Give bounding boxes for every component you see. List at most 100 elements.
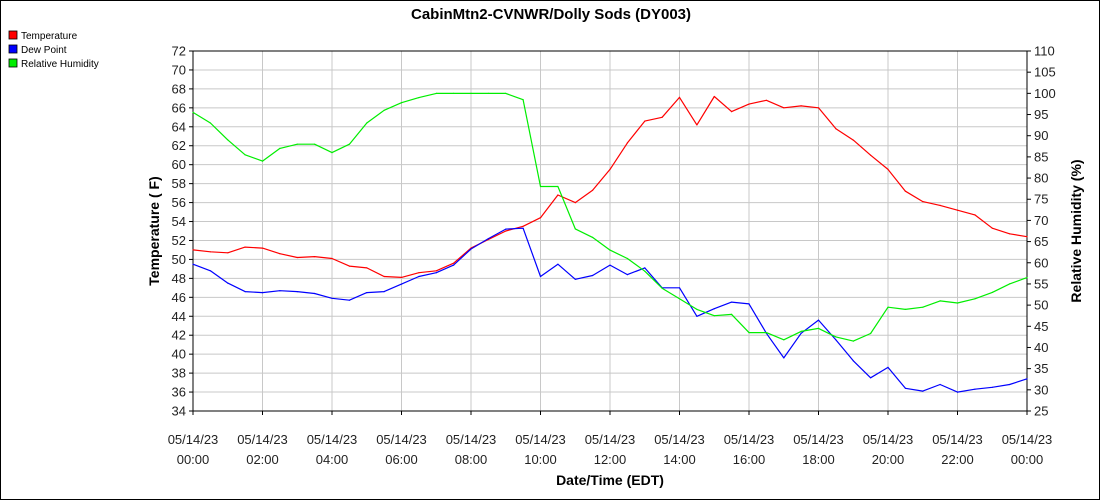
legend-label-relative-humidity: Relative Humidity <box>21 59 99 70</box>
relative-humidity-point <box>592 236 594 238</box>
relative-humidity-point <box>366 122 368 124</box>
right-tick-label: 105 <box>1034 65 1056 80</box>
left-tick-label: 54 <box>172 214 186 229</box>
x-tick-date: 05/14/23 <box>237 432 288 447</box>
temperature-point <box>644 120 646 122</box>
temperature-point <box>974 214 976 216</box>
grid <box>192 50 1028 412</box>
temperature-point <box>748 103 750 105</box>
relative-humidity-point <box>817 327 820 329</box>
temperature-point <box>626 142 629 144</box>
dew-point-point <box>626 274 629 276</box>
dew-point-point <box>400 283 403 285</box>
dew-point-point <box>904 387 907 389</box>
relative-humidity-point <box>453 92 455 94</box>
relative-humidity-point <box>505 92 507 94</box>
relative-humidity-point <box>731 313 733 315</box>
dew-point-point <box>296 291 298 293</box>
dew-point-point <box>678 287 681 289</box>
relative-humidity-point <box>835 336 837 338</box>
right-tick-label: 60 <box>1034 255 1048 270</box>
temperature-point <box>991 227 993 229</box>
left-tick-label: 52 <box>172 233 186 248</box>
right-tick-label: 50 <box>1034 298 1048 313</box>
relative-humidity-point <box>609 249 611 251</box>
x-tick-date: 05/14/23 <box>168 432 219 447</box>
left-tick-label: 42 <box>172 328 186 343</box>
dew-point-point <box>817 319 820 321</box>
left-tick-label: 36 <box>172 385 186 400</box>
relative-humidity-point <box>383 109 385 111</box>
dew-point-point <box>522 227 524 229</box>
temperature-point <box>1009 233 1011 235</box>
temperature-point <box>817 107 820 109</box>
left-tick-label: 68 <box>172 81 186 96</box>
temperature-point <box>904 190 907 192</box>
relative-humidity-point <box>331 152 333 154</box>
temperature-point <box>539 217 542 219</box>
dew-point-point <box>592 274 594 277</box>
left-tick-label: 46 <box>172 290 186 305</box>
x-tick-time: 04:00 <box>316 452 349 467</box>
relative-humidity-point <box>418 97 420 99</box>
relative-humidity-point <box>296 143 298 145</box>
relative-humidity-point <box>678 298 681 300</box>
right-tick-label: 45 <box>1034 319 1048 334</box>
relative-humidity-point <box>261 160 264 162</box>
dew-point-point <box>209 270 211 272</box>
dew-point-point <box>783 357 785 359</box>
dew-point-point <box>383 291 385 293</box>
temperature-point <box>400 276 403 278</box>
temperature-point <box>418 272 420 274</box>
dew-point-point <box>435 272 437 274</box>
relative-humidity-point <box>244 154 246 156</box>
legend-label-temperature: Temperature <box>21 31 78 42</box>
temperature-point <box>244 246 246 248</box>
left-tick-label: 66 <box>172 100 186 115</box>
right-tick-label: 55 <box>1034 276 1048 291</box>
y-axis-right-title: Relative Humidity (%) <box>1068 159 1084 302</box>
left-tick-label: 48 <box>172 271 186 286</box>
dew-point-point <box>835 339 837 341</box>
relative-humidity-point <box>1026 277 1028 279</box>
temperature-point <box>696 124 698 126</box>
dew-point-point <box>991 386 993 388</box>
right-tick-label: 85 <box>1034 149 1048 164</box>
relative-humidity-point <box>783 339 785 341</box>
temperature-point <box>609 168 611 170</box>
x-tick-date: 05/14/23 <box>793 432 844 447</box>
left-tick-label: 50 <box>172 252 186 267</box>
temperature-point <box>765 99 768 101</box>
relative-humidity-point <box>1009 283 1011 285</box>
temperature-point <box>209 251 211 253</box>
right-tick-label: 100 <box>1034 86 1056 101</box>
legend-swatch-relative-humidity <box>8 58 18 68</box>
temperature-point <box>852 139 854 141</box>
relative-humidity-point <box>435 92 437 94</box>
temperature-point <box>835 128 837 130</box>
temperature-point <box>939 204 941 206</box>
right-tick-label: 65 <box>1034 234 1048 249</box>
relative-humidity-point <box>626 257 629 260</box>
x-axis-ticks: 05/14/23 00:00 05/14/23 02:00 05/14/23 04:00 0… <box>168 411 1052 467</box>
right-tick-label: 80 <box>1034 171 1048 186</box>
dew-point-point <box>748 303 750 305</box>
right-tick-label: 30 <box>1034 382 1048 397</box>
dew-point-point <box>366 292 368 294</box>
temperature-point <box>314 256 316 258</box>
dew-point-point <box>331 297 333 299</box>
x-tick-date: 05/14/23 <box>307 432 358 447</box>
x-tick-time: 10:00 <box>524 452 557 467</box>
dew-point-point <box>244 291 246 293</box>
relative-humidity-point <box>887 306 889 308</box>
legend-label-dew-point: Dew Point <box>21 45 67 56</box>
relative-humidity-point <box>748 332 750 334</box>
dew-point-point <box>696 315 698 317</box>
x-tick-date: 05/14/23 <box>654 432 705 447</box>
temperature-point <box>574 202 576 204</box>
relative-humidity-point <box>904 308 907 310</box>
dew-point-point <box>470 248 472 250</box>
relative-humidity-point <box>227 139 229 141</box>
legend-swatch-dew-point <box>8 44 18 54</box>
